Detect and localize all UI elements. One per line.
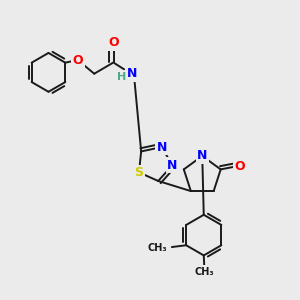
Text: N: N [157,141,167,154]
Text: O: O [108,36,119,50]
Text: O: O [73,54,83,67]
Text: O: O [234,160,244,173]
Text: N: N [167,159,178,172]
Text: N: N [126,67,137,80]
Text: CH₃: CH₃ [147,243,167,253]
Text: N: N [197,149,207,163]
Text: H: H [117,72,126,82]
Text: CH₃: CH₃ [194,267,214,277]
Text: S: S [134,166,143,179]
